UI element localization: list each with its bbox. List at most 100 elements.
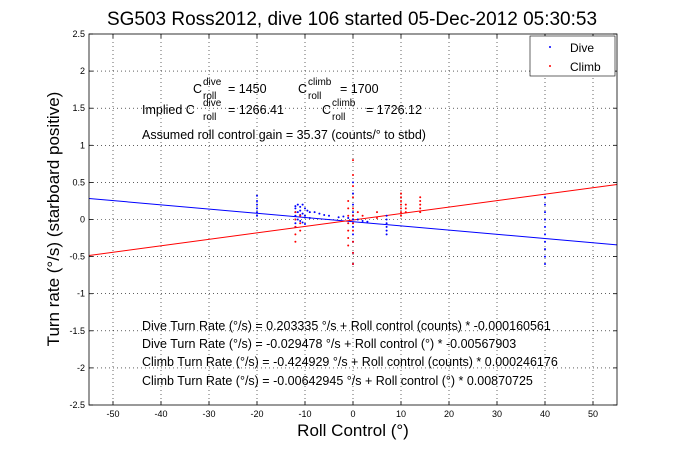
climb-point <box>352 263 354 266</box>
dive-point <box>352 233 354 236</box>
dive-point <box>256 203 258 206</box>
dive-point <box>323 214 326 217</box>
c-climb-sub: roll <box>308 91 321 102</box>
climb-point <box>400 207 402 210</box>
climb-point <box>347 214 350 217</box>
x-tick-label: 20 <box>444 409 454 419</box>
dive-point <box>304 222 306 225</box>
dive-point <box>352 225 354 228</box>
climb-point <box>352 173 354 176</box>
dive-point <box>544 225 546 228</box>
c-roll-annotations: C dive roll = 1450 C climb roll = 1700 I… <box>142 77 426 142</box>
climb-point <box>294 211 297 214</box>
implied-climb-value: = 1726.12 <box>366 103 422 117</box>
climb-point <box>356 211 359 214</box>
y-tick-label: 1.5 <box>72 103 85 113</box>
climb-point <box>400 214 402 217</box>
x-tick-label: 50 <box>588 409 598 419</box>
fit-equations: Dive Turn Rate (°/s) = 0.203335 °/s + Ro… <box>142 319 558 388</box>
dive-point <box>313 211 316 214</box>
x-tick-label: -40 <box>154 409 167 419</box>
x-tick-label: 30 <box>492 409 502 419</box>
dive-point <box>347 217 350 220</box>
dive-point <box>544 218 546 221</box>
climb-point <box>400 199 402 202</box>
climb-point <box>299 214 302 217</box>
climb-point <box>419 207 422 210</box>
climb-point <box>352 214 354 217</box>
dive-point <box>361 219 364 222</box>
dive-point <box>296 203 299 206</box>
dive-point <box>385 233 388 236</box>
x-tick-label: 40 <box>540 409 550 419</box>
dive-point <box>544 196 546 199</box>
dive-point <box>385 229 388 232</box>
dive-point <box>544 233 546 236</box>
climb-point <box>352 229 354 232</box>
x-axis-label: Roll Control (°) <box>297 421 409 440</box>
x-tick-label: 10 <box>396 409 406 419</box>
dive-point <box>352 218 354 221</box>
fit-equation: Dive Turn Rate (°/s) = 0.203335 °/s + Ro… <box>142 319 551 333</box>
climb-point <box>352 185 354 188</box>
implied-dive-sub: roll <box>203 112 216 123</box>
y-tick-label: -2 <box>77 363 85 373</box>
dive-point <box>299 219 302 222</box>
climb-point <box>347 237 350 240</box>
dive-point <box>352 192 354 195</box>
climb-point <box>294 240 297 243</box>
dive-point <box>301 221 304 224</box>
dive-point <box>304 207 306 210</box>
dive-point <box>544 263 546 266</box>
climb-point <box>352 240 354 243</box>
climb-point <box>400 203 402 206</box>
dive-point <box>366 220 369 223</box>
dive-point <box>301 203 304 206</box>
y-tick-label: 2 <box>80 66 85 76</box>
implied-prefix: Implied C <box>142 103 195 117</box>
climb-point <box>352 196 354 199</box>
dive-point <box>328 214 330 217</box>
legend: Dive Climb <box>529 35 616 77</box>
dive-point <box>318 212 321 215</box>
x-tick-label: -30 <box>202 409 215 419</box>
dive-point <box>296 218 299 221</box>
dive-point <box>294 214 297 217</box>
climb-point <box>404 211 407 214</box>
legend-climb-label: Climb <box>570 60 601 74</box>
legend-climb-marker <box>549 65 551 67</box>
dive-point <box>299 209 302 212</box>
dive-point <box>256 199 258 202</box>
y-tick-label: 0.5 <box>72 177 85 187</box>
c-dive-prefix: C <box>193 82 202 96</box>
climb-point <box>404 207 407 210</box>
y-tick-label: 2.5 <box>72 29 85 39</box>
climb-point <box>419 199 422 202</box>
c-dive-sup: dive <box>203 77 222 88</box>
dive-point <box>306 209 309 212</box>
assumed-gain-text: Assumed roll control gain = 35.37 (count… <box>142 128 426 142</box>
climb-point <box>347 207 350 210</box>
legend-dive-marker <box>549 46 551 48</box>
climb-point <box>347 222 350 225</box>
climb-point <box>299 222 302 225</box>
c-climb-prefix: C <box>298 82 307 96</box>
y-axis-label: Turn rate (°/s) (starboard positive) <box>44 92 63 347</box>
dive-point <box>385 218 388 221</box>
climb-point <box>347 229 350 232</box>
data-points <box>256 159 546 266</box>
climb-point <box>347 199 350 202</box>
climb-point <box>400 211 402 214</box>
y-tick-label: -1.5 <box>69 326 85 336</box>
dive-point <box>294 222 297 225</box>
climb-point <box>294 225 297 228</box>
climb-point <box>376 217 378 220</box>
x-tick-label: -50 <box>106 409 119 419</box>
dive-point <box>352 203 354 206</box>
implied-climb-sub: roll <box>332 112 345 123</box>
climb-point <box>299 229 302 232</box>
climb-point <box>352 222 354 225</box>
implied-dive-sup: dive <box>203 98 222 109</box>
implied-climb-prefix: C <box>322 103 331 117</box>
